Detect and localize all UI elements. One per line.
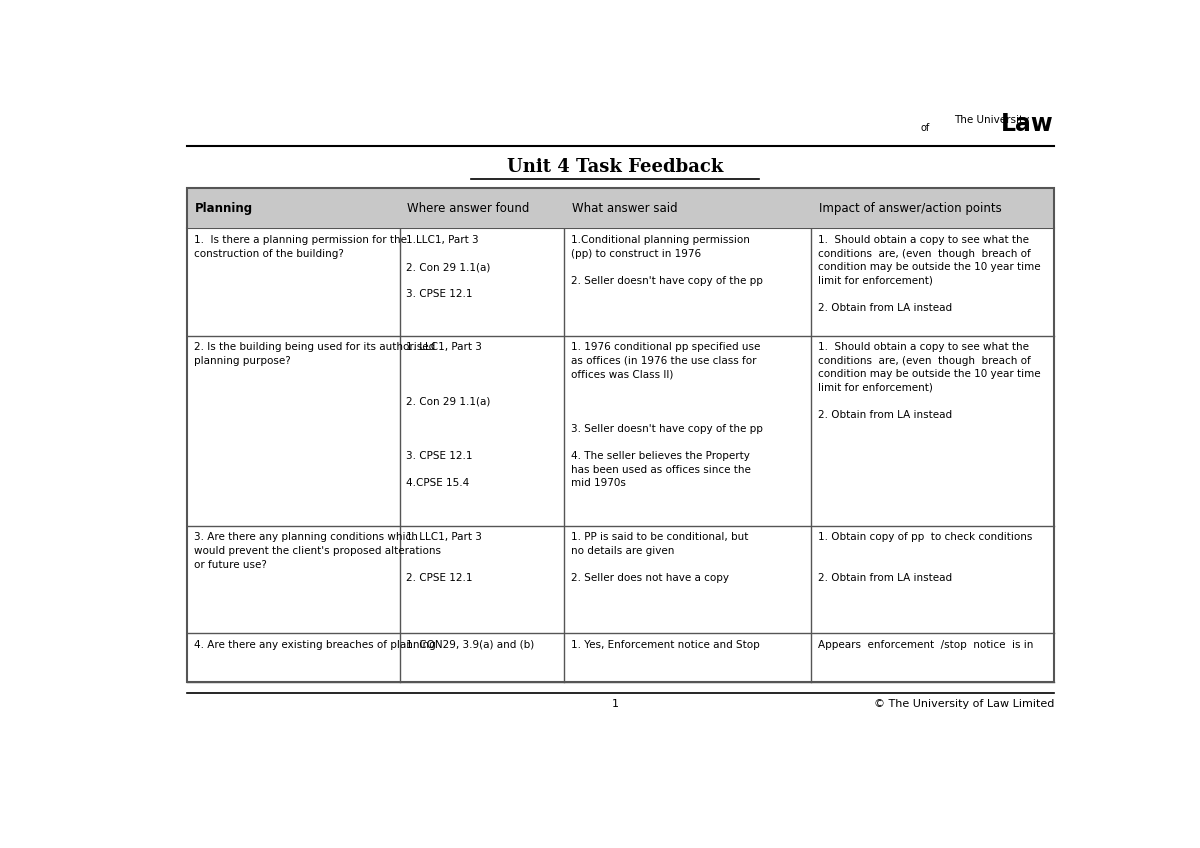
Text: 1: 1: [612, 700, 618, 709]
Text: 1. CON29, 3.9(a) and (b): 1. CON29, 3.9(a) and (b): [406, 639, 534, 650]
Text: What answer said: What answer said: [571, 202, 677, 215]
Text: 1. Obtain copy of pp  to check conditions


2. Obtain from LA instead: 1. Obtain copy of pp to check conditions…: [817, 533, 1032, 583]
Text: 1.  Is there a planning permission for the
construction of the building?: 1. Is there a planning permission for th…: [193, 235, 407, 259]
Text: © The University of Law Limited: © The University of Law Limited: [874, 700, 1054, 709]
Text: Where answer found: Where answer found: [407, 202, 529, 215]
Text: 1. LLC1, Part 3


2. CPSE 12.1: 1. LLC1, Part 3 2. CPSE 12.1: [406, 533, 482, 583]
Text: Law: Law: [1001, 112, 1054, 136]
Text: Appears  enforcement  /stop  notice  is in: Appears enforcement /stop notice is in: [817, 639, 1033, 650]
Text: 1. Yes, Enforcement notice and Stop: 1. Yes, Enforcement notice and Stop: [571, 639, 760, 650]
Text: 1.LLC1, Part 3

2. Con 29 1.1(a)

3. CPSE 12.1: 1.LLC1, Part 3 2. Con 29 1.1(a) 3. CPSE …: [406, 235, 491, 299]
Text: The University: The University: [954, 114, 1028, 125]
Text: 3. Are there any planning conditions which
would prevent the client's proposed a: 3. Are there any planning conditions whi…: [193, 533, 440, 570]
Text: 1.  Should obtain a copy to see what the
conditions  are, (even  though  breach : 1. Should obtain a copy to see what the …: [817, 343, 1040, 421]
Text: 1.Conditional planning permission
(pp) to construct in 1976

2. Seller doesn't h: 1.Conditional planning permission (pp) t…: [571, 235, 763, 286]
Text: 1. PP is said to be conditional, but
no details are given

2. Seller does not ha: 1. PP is said to be conditional, but no …: [571, 533, 748, 583]
Text: of: of: [920, 123, 929, 133]
Text: 4. Are there any existing breaches of planning: 4. Are there any existing breaches of pl…: [193, 639, 436, 650]
Text: 1. 1976 conditional pp specified use
as offices (in 1976 the use class for
offic: 1. 1976 conditional pp specified use as …: [571, 343, 763, 488]
Bar: [187, 188, 1054, 228]
Bar: [187, 188, 1054, 682]
Text: 1.  Should obtain a copy to see what the
conditions  are, (even  though  breach : 1. Should obtain a copy to see what the …: [817, 235, 1040, 313]
Text: Impact of answer/action points: Impact of answer/action points: [818, 202, 1002, 215]
Text: Unit 4 Task Feedback: Unit 4 Task Feedback: [506, 158, 724, 176]
Text: 2. Is the building being used for its authorised
planning purpose?: 2. Is the building being used for its au…: [193, 343, 434, 365]
Text: 1. LLC1, Part 3



2. Con 29 1.1(a)



3. CPSE 12.1

4.CPSE 15.4: 1. LLC1, Part 3 2. Con 29 1.1(a) 3. CPSE…: [406, 343, 491, 488]
Text: Planning: Planning: [194, 202, 253, 215]
